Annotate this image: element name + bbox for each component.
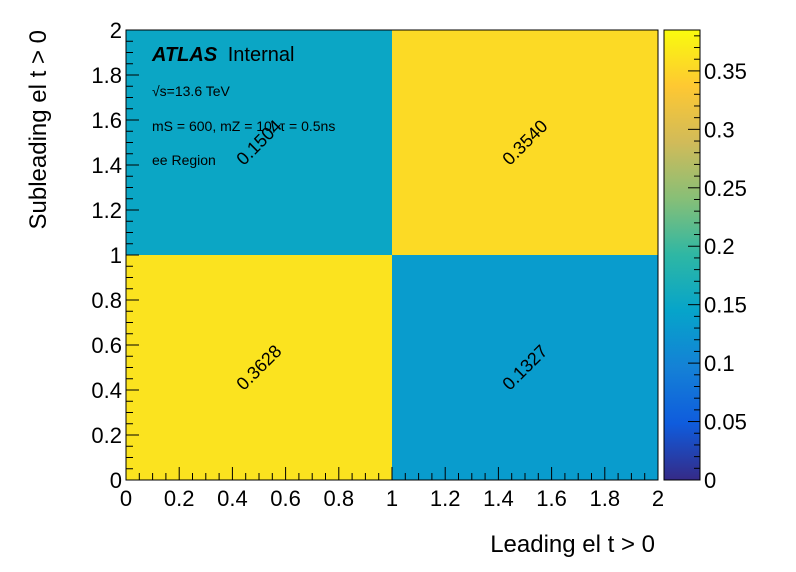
heatmap-cell	[126, 30, 392, 255]
atlas-annotations: ATLAS Internal √s=13.6 TeV mS = 600, mZ …	[151, 44, 335, 168]
atlas-status-label: Internal	[228, 44, 295, 66]
x-tick-label: 2	[652, 486, 664, 511]
region-label: ee Region	[152, 152, 216, 168]
y-tick-label: 1.6	[91, 108, 122, 133]
colorbar: 0 0.05 0.1 0.15 0.2 0.25 0.3 0.35	[663, 29, 747, 493]
y-tick-label: 1	[110, 243, 122, 268]
colorbar-tick-label: 0.1	[704, 351, 735, 376]
x-tick-label: 0.8	[324, 486, 355, 511]
x-tick-label: 1	[386, 486, 398, 511]
y-axis-label: Subleading el t > 0	[25, 30, 52, 230]
colorbar-tick-label: 0	[704, 468, 716, 493]
x-axis-label: Leading el t > 0	[490, 531, 655, 558]
y-tick-label: 0.4	[91, 378, 122, 403]
x-axis: 0 0.2 0.4 0.6 0.8 1 1.2 1.4 1.6 1.8 2	[120, 467, 664, 511]
colorbar-tick-label: 0.35	[704, 59, 747, 84]
y-tick-label: 1.4	[91, 153, 122, 178]
y-tick-label: 1.8	[91, 63, 122, 88]
energy-label: √s=13.6 TeV	[152, 83, 231, 99]
y-tick-label: 0	[110, 468, 122, 493]
y-axis: 0 0.2 0.4 0.6 0.8 1 1.2 1.4 1.6 1.8 2	[91, 18, 139, 493]
heatmap-cell	[392, 255, 658, 480]
y-tick-label: 0.8	[91, 288, 122, 313]
heatmap-cell	[126, 255, 392, 480]
y-tick-label: 1.2	[91, 198, 122, 223]
y-tick-label: 2	[110, 18, 122, 43]
x-tick-label: 1.2	[430, 486, 461, 511]
atlas-label: ATLAS	[151, 44, 218, 66]
colorbar-ticks: 0 0.05 0.1 0.15 0.2 0.25 0.3 0.35	[688, 35, 747, 493]
colorbar-tick-label: 0.2	[704, 234, 735, 259]
x-tick-label: 0.2	[164, 486, 195, 511]
colorbar-tick-label: 0.05	[704, 410, 747, 435]
x-tick-label: 1.8	[590, 486, 621, 511]
colorbar-tick-label: 0.15	[704, 293, 747, 318]
x-tick-label: 0.4	[217, 486, 248, 511]
x-tick-label: 0.6	[270, 486, 301, 511]
svg-text:ATLAS Internal: ATLAS Internal	[151, 44, 294, 66]
colorbar-gradient	[664, 30, 700, 480]
heatmap-cells	[126, 30, 658, 480]
model-label: mS = 600, mZ = 10, τ = 0.5ns	[152, 118, 335, 134]
x-tick-label: 1.4	[483, 486, 514, 511]
x-tick-label: 0	[120, 486, 132, 511]
x-tick-label: 1.6	[536, 486, 567, 511]
y-tick-label: 0.2	[91, 423, 122, 448]
colorbar-tick-label: 0.3	[704, 117, 735, 142]
colorbar-tick-label: 0.25	[704, 176, 747, 201]
y-tick-label: 0.6	[91, 333, 122, 358]
colorbar-frame	[663, 29, 701, 481]
heatmap-cell	[392, 30, 658, 255]
